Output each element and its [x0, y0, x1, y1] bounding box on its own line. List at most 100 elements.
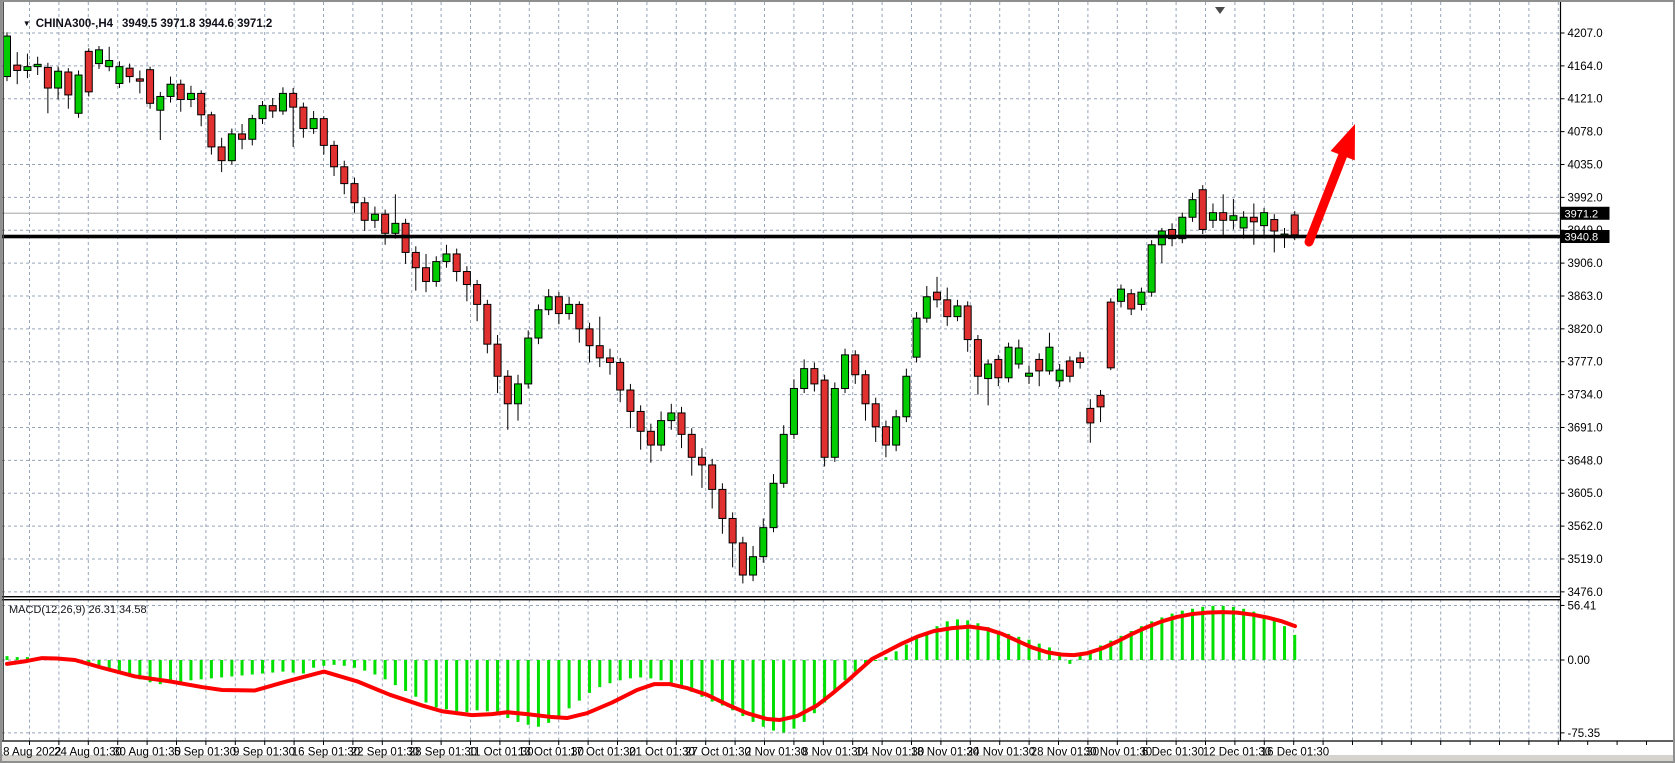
price-tick-label: 4164.0	[1568, 61, 1603, 73]
horizontal-line-3940[interactable]	[2, 234, 1560, 239]
candle-body	[1290, 214, 1299, 236]
macd-histogram-bar	[25, 657, 29, 660]
macd-histogram-bar	[383, 660, 387, 680]
candle-body	[268, 105, 277, 112]
macd-histogram-bar	[1088, 650, 1092, 660]
candle	[902, 368, 911, 423]
candle	[452, 248, 461, 282]
candle	[299, 102, 308, 138]
candle-body	[1188, 199, 1197, 218]
macd-histogram-bar	[1129, 630, 1133, 660]
candle	[892, 409, 901, 452]
candle	[1014, 339, 1023, 369]
candle	[176, 79, 185, 112]
macd-histogram-bar	[935, 626, 939, 660]
candle	[1035, 353, 1044, 387]
candle	[1188, 192, 1197, 222]
candle-body	[554, 296, 563, 315]
price-tick-label: 3863.0	[1568, 291, 1603, 303]
candle-body	[1004, 346, 1013, 379]
candle-body	[350, 183, 359, 204]
candle	[442, 244, 451, 268]
time-tick-label: 30 Aug 01:30	[113, 747, 181, 759]
macd-histogram-bar	[823, 660, 827, 703]
macd-histogram-bar	[301, 660, 305, 674]
candle-body	[94, 49, 103, 65]
candle-body	[1025, 372, 1033, 377]
price-tick-label: 4207.0	[1568, 28, 1603, 40]
price-tick-label: 3648.0	[1568, 455, 1603, 467]
candle-body	[176, 83, 185, 101]
candle-body	[1086, 407, 1095, 424]
macd-histogram-bar	[843, 660, 847, 681]
candle	[1086, 399, 1095, 443]
candle-body	[33, 63, 42, 68]
candle	[289, 88, 298, 147]
macd-histogram-bar	[588, 660, 592, 693]
macd-histogram-bar	[1139, 626, 1143, 660]
candle-body	[524, 337, 533, 385]
candle	[544, 289, 553, 316]
candle-body	[1239, 216, 1248, 229]
time-tick-label: 16 Sep 01:30	[292, 747, 360, 759]
macd-histogram-bar	[772, 660, 775, 731]
macd-histogram-bar	[230, 660, 234, 677]
time-tick-label: 5 Sep 01:30	[174, 747, 236, 759]
candle	[738, 536, 747, 584]
time-tick-label: 16 Dec 01:30	[1261, 747, 1329, 759]
trend-arrow-annotation[interactable]	[1304, 124, 1355, 247]
candle-body	[841, 354, 850, 389]
chart-shift-marker-icon[interactable]	[1215, 7, 1225, 14]
macd-histogram-bar	[373, 660, 377, 675]
macd-histogram-bar	[741, 660, 745, 717]
macd-histogram-bar	[434, 660, 438, 708]
candle	[1229, 198, 1238, 230]
candle-body	[84, 50, 93, 93]
candle	[391, 194, 400, 239]
price-tick-label: 3777.0	[1568, 357, 1603, 369]
candle	[13, 52, 22, 85]
time-tick-label: 18 Nov 01:30	[911, 747, 979, 759]
candle-body	[289, 92, 298, 108]
candle	[54, 66, 63, 100]
candle-body	[605, 357, 614, 363]
macd-histogram-bar	[332, 660, 336, 665]
panel-separator[interactable]	[2, 596, 1560, 598]
candle	[1178, 212, 1187, 244]
candle	[217, 137, 226, 173]
candle-body	[74, 74, 83, 114]
candle-body	[258, 105, 267, 120]
macd-histogram-bar	[649, 660, 653, 679]
candle-body	[973, 339, 982, 377]
macd-histogram-bar	[833, 660, 837, 691]
candle-body	[759, 527, 768, 558]
candle	[830, 382, 839, 462]
time-tick-label: 30 Nov 01:30	[1084, 747, 1152, 759]
macd-histogram-bar	[281, 660, 285, 672]
candle-body	[646, 430, 655, 446]
symbol-dropdown-icon[interactable]: ▼	[22, 19, 31, 28]
price-axis-labels[interactable]: 4207.04164.04121.04078.04035.03992.03949…	[1560, 28, 1603, 740]
candle-body	[902, 375, 911, 418]
candle	[258, 101, 267, 124]
candle	[565, 296, 574, 320]
candle-body	[462, 271, 471, 286]
macd-histogram-bar	[680, 660, 684, 688]
macd-histogram-bar	[669, 660, 673, 684]
time-tick-label: 14 Nov 01:30	[856, 747, 924, 759]
candle	[1025, 365, 1033, 384]
macd-histogram-bar	[199, 660, 203, 680]
candle-body	[1168, 228, 1177, 240]
candle	[146, 66, 155, 109]
candle	[1116, 284, 1125, 308]
candle-body	[156, 95, 165, 111]
candle-body	[534, 309, 543, 339]
candle-body	[1055, 369, 1064, 382]
macd-histogram-bar	[1180, 610, 1184, 660]
macd-histogram-bar	[5, 656, 9, 660]
macd-histogram-bar	[444, 660, 448, 710]
candle-body	[43, 66, 52, 89]
